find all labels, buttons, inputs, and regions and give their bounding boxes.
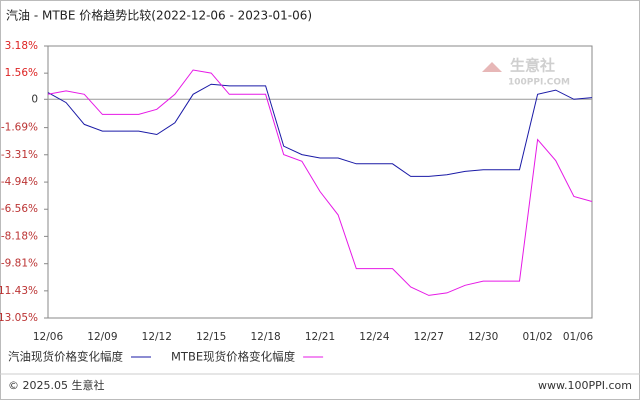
series-line — [47, 69, 593, 296]
y-tick-label: 3.18% — [5, 40, 38, 52]
y-tick-label: -9.81% — [1, 258, 38, 270]
legend-label: MTBE现货价格变化幅度 — [171, 350, 296, 364]
chart-title: 汽油 - MTBE 价格趋势比较(2022-12-06 - 2023-01-06… — [6, 8, 312, 23]
y-tick-label: -3.31% — [1, 149, 38, 161]
x-tick-label: 12/09 — [87, 331, 117, 343]
y-tick-label: -1.69% — [1, 122, 38, 134]
y-tick-label: -6.56% — [1, 203, 38, 215]
x-tick-label: 01/02 — [522, 331, 552, 343]
series-line — [47, 83, 593, 177]
x-tick-label: 01/06 — [563, 331, 594, 343]
watermark: 生意社 100PPI.COM — [482, 57, 570, 88]
watermark-name: 生意社 — [510, 57, 555, 75]
x-tick-label: 12/06 — [33, 331, 64, 343]
x-tick-label: 12/12 — [142, 331, 172, 343]
watermark-site: 100PPI.COM — [508, 78, 570, 88]
copyright: © 2025.05 生意社 — [8, 378, 104, 392]
x-tick-label: 12/21 — [305, 331, 335, 343]
site-url: www.100PPI.com — [538, 379, 632, 392]
y-tick-label: -8.18% — [1, 230, 38, 242]
y-tick-label: 0 — [31, 93, 38, 105]
x-tick-label: 12/18 — [250, 331, 280, 343]
x-tick-label: 12/30 — [468, 331, 498, 343]
y-tick-label: -13.05% — [0, 312, 38, 324]
y-tick-label: -4.94% — [1, 176, 38, 188]
y-tick-label: 1.56% — [5, 67, 38, 79]
x-tick-label: 12/15 — [196, 331, 226, 343]
x-tick-label: 12/27 — [414, 331, 444, 343]
watermark-icon — [482, 62, 502, 72]
x-tick-label: 12/24 — [359, 331, 390, 343]
legend-label: 汽油现货价格变化幅度 — [8, 350, 123, 364]
y-tick-label: -11.43% — [0, 285, 38, 297]
